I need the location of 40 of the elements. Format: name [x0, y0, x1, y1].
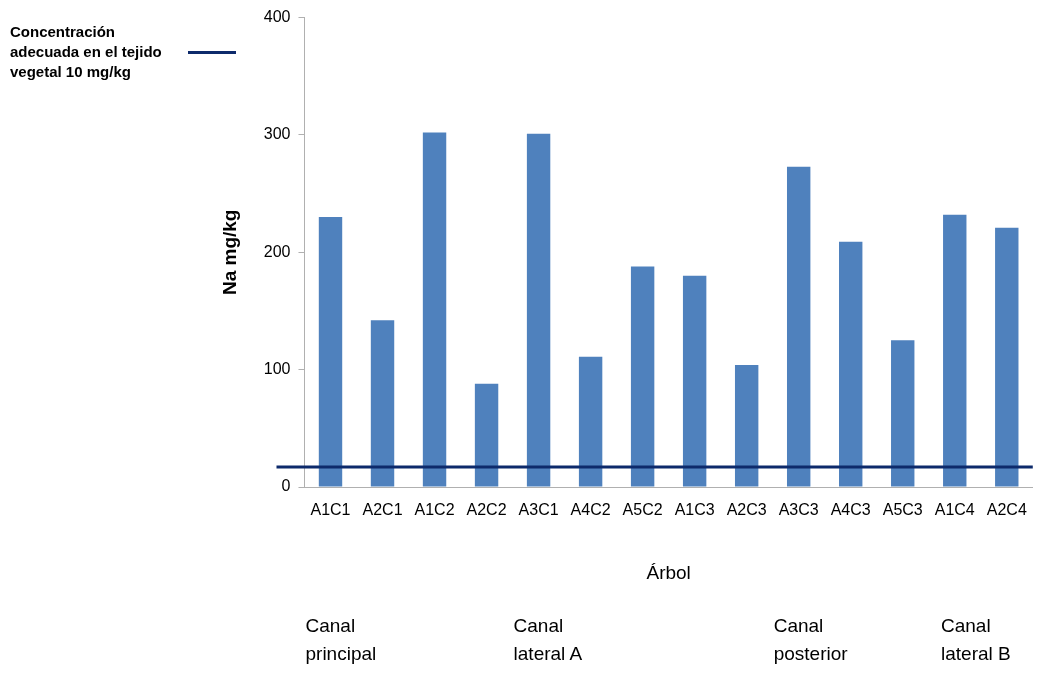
bar	[891, 340, 915, 487]
bar	[786, 166, 811, 487]
x-tick-label: A4C2	[570, 501, 611, 519]
bar	[370, 320, 395, 487]
y-axis-title: Na mg/kg	[218, 209, 240, 296]
x-axis-title: Árbol	[646, 561, 691, 583]
bar	[578, 356, 603, 487]
bar	[734, 364, 759, 487]
bar	[630, 266, 655, 487]
x-tick-label: A2C2	[466, 501, 507, 519]
bar	[318, 217, 343, 487]
text: Canal posterior	[773, 614, 849, 666]
x-tick-label: A2C1	[362, 501, 403, 519]
y-tick-label: 100	[263, 360, 291, 378]
bar	[943, 214, 967, 487]
x-tick-label: A5C2	[622, 501, 663, 519]
text: Canal principal	[305, 614, 378, 666]
bar	[474, 383, 499, 487]
text: Canal lateral A	[513, 614, 584, 666]
x-tick-label: A3C1	[518, 501, 559, 519]
bar	[422, 132, 447, 487]
x-tick-label: A2C4	[986, 501, 1027, 519]
x-tick-label: A1C2	[414, 501, 455, 519]
y-tick-label: 200	[263, 242, 291, 260]
legend-label: Concentración adecuada en el tejido vegetal 10 mg/kg	[10, 22, 163, 82]
bar	[682, 275, 707, 487]
y-tick-label: 400	[263, 8, 291, 26]
x-tick-label: A2C3	[726, 501, 767, 519]
y-tick-label: 300	[263, 125, 291, 143]
x-tick-label: A3C3	[778, 501, 819, 519]
bar	[839, 241, 863, 487]
x-tick-label: A1C4	[934, 501, 975, 519]
y-tick-label: 0	[281, 477, 291, 495]
bar	[526, 133, 551, 487]
x-tick-label: A1C3	[674, 501, 715, 519]
x-tick-label: A1C1	[310, 501, 351, 519]
x-tick-label: A5C3	[882, 501, 923, 519]
bar	[995, 227, 1019, 487]
text: Canal lateral B	[941, 614, 1012, 666]
x-tick-label: A4C3	[830, 501, 871, 519]
